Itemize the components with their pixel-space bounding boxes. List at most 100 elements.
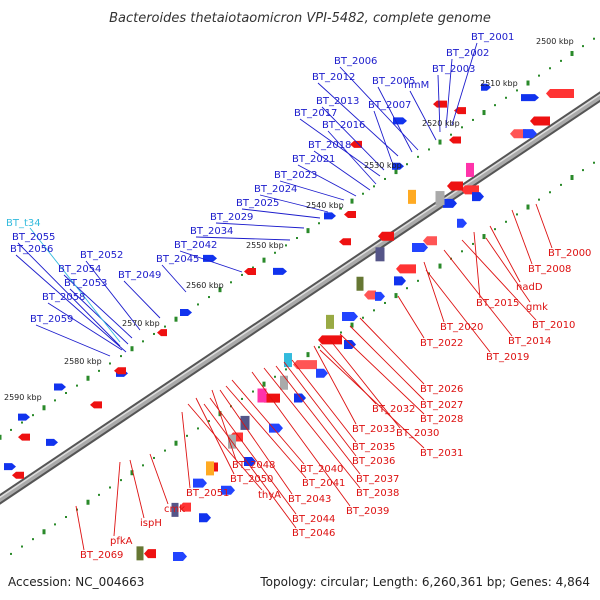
gene-label-bt-2032: BT_2032 <box>372 404 415 415</box>
gene-arrow <box>179 502 191 512</box>
leader-line <box>129 459 145 519</box>
gene-arrow <box>378 231 394 241</box>
gene-label-bt-2024: BT_2024 <box>254 184 297 195</box>
gene-arrow <box>54 383 66 391</box>
gene-block <box>171 502 179 517</box>
gene-label-bt-2030: BT_2030 <box>396 428 439 439</box>
leader-line <box>327 130 377 185</box>
tick-dot <box>120 479 122 482</box>
gene-arrow <box>46 438 58 446</box>
gene-arrow <box>318 335 342 345</box>
tick-dot <box>306 352 310 358</box>
leader-line <box>231 379 305 465</box>
tick-dot <box>142 464 144 467</box>
gene-arrow <box>316 368 328 378</box>
gene-label-rimm: rimM <box>404 80 429 91</box>
gene-label-bt-2015: BT_2015 <box>476 298 519 309</box>
tick-dot <box>130 346 134 352</box>
leader-line <box>195 236 291 241</box>
leader-line <box>535 203 553 249</box>
gene-label-bt-2069: BT_2069 <box>80 550 123 561</box>
tick-dot <box>340 331 342 334</box>
tick-dot <box>472 242 474 245</box>
rna-label-bt-t34: BT_t34 <box>6 218 41 229</box>
tick-dot <box>406 163 408 166</box>
gene-block <box>206 461 214 476</box>
tick-dot <box>109 362 111 365</box>
gene-block <box>466 162 474 177</box>
gene-block <box>280 375 288 390</box>
gene-label-bt-2029: BT_2029 <box>210 212 253 223</box>
leader-line <box>275 365 361 475</box>
gene-block <box>326 314 334 329</box>
gene-arrow <box>12 471 24 479</box>
gene-arrow <box>273 267 287 275</box>
gene-arrow <box>324 212 336 220</box>
tick-dot <box>384 177 386 180</box>
tick-dot <box>593 37 595 40</box>
tick-dot <box>549 67 551 70</box>
tick-dot <box>438 263 442 269</box>
tick-dot <box>494 228 496 231</box>
leader-line <box>437 74 441 133</box>
genome-backbone <box>0 91 600 505</box>
tick-dot <box>208 420 210 423</box>
gene-label-bt-2048: BT_2048 <box>232 460 275 471</box>
gene-label-cmk: cmk <box>164 504 185 515</box>
leader-line <box>359 317 425 385</box>
leader-line <box>329 339 401 429</box>
gene-label-bt-2040: BT_2040 <box>300 464 343 475</box>
gene-arrow <box>4 463 16 471</box>
leader-line <box>511 209 533 265</box>
tick-dot <box>549 191 551 194</box>
tick-dot <box>21 421 23 424</box>
leader-line <box>75 505 85 551</box>
gene-label-bt-2050: BT_2050 <box>230 474 273 485</box>
tick-dot <box>262 381 266 387</box>
gene-label-bt-2038: BT_2038 <box>356 488 399 499</box>
gene-arrow <box>393 117 407 125</box>
gene-label-bt-2043: BT_2043 <box>288 494 331 505</box>
leader-line <box>241 208 321 219</box>
tick-dot <box>274 251 276 254</box>
tick-label-2550-kbp: 2550 kbp <box>246 241 284 250</box>
gene-label-bt-2046: BT_2046 <box>292 528 335 539</box>
gene-arrow <box>510 129 526 139</box>
gene-label-gmk: gmk <box>526 302 548 313</box>
leader-line <box>209 397 297 515</box>
tick-dot <box>538 74 540 77</box>
tick-dot <box>285 368 287 371</box>
gene-label-bt-2055: BT_2055 <box>12 232 55 243</box>
leader-line <box>259 194 329 213</box>
leader-line <box>339 66 419 151</box>
gene-arrow <box>546 89 574 99</box>
tick-dot <box>417 279 419 282</box>
gene-arrow <box>472 192 484 202</box>
tick-label-2590-kbp: 2590 kbp <box>4 393 42 402</box>
tick-dot <box>505 96 507 99</box>
tick-dot <box>394 169 398 175</box>
tick-dot <box>120 355 122 358</box>
leader-line <box>263 367 361 489</box>
gene-arrow <box>180 308 192 316</box>
tick-dot <box>197 303 199 306</box>
leader-line <box>47 302 123 351</box>
gene-arrow <box>193 478 207 488</box>
gene-label-bt-2002: BT_2002 <box>446 48 489 59</box>
gene-arrow <box>457 218 467 228</box>
topology-text: Topology: circular; Length: 6,260,361 bp… <box>259 575 590 589</box>
leader-line <box>373 110 393 163</box>
leader-line <box>219 389 293 495</box>
gene-label-bt-2005: BT_2005 <box>372 76 415 87</box>
leader-line <box>445 58 453 129</box>
gene-label-bt-2020: BT_2020 <box>440 322 483 333</box>
gene-features-layer <box>4 83 574 562</box>
tick-dot <box>394 293 398 299</box>
tick-dot <box>86 375 90 381</box>
tick-dot <box>438 139 442 145</box>
leader-line <box>291 359 357 443</box>
leader-line <box>425 269 491 353</box>
tick-dot <box>417 155 419 158</box>
leader-line <box>485 237 531 303</box>
tick-dot <box>252 390 254 393</box>
